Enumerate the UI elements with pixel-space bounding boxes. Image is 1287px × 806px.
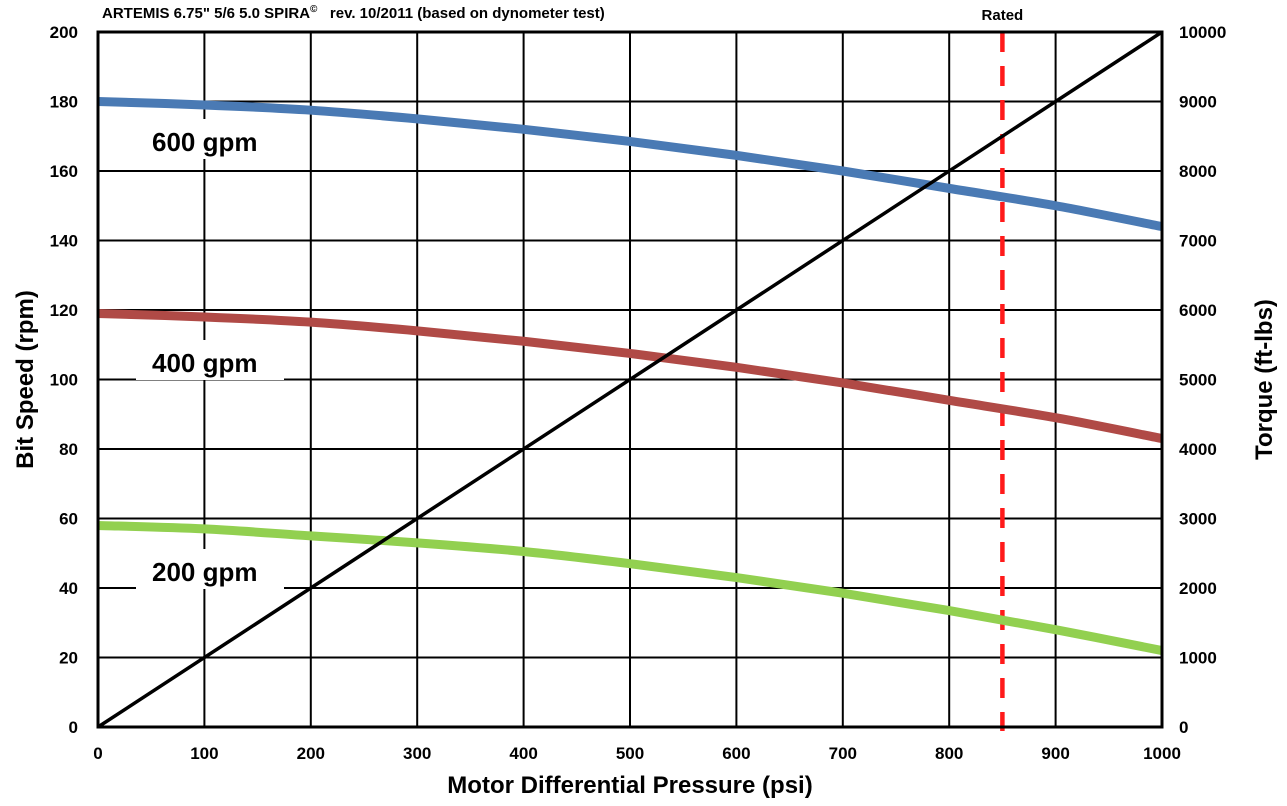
series-layer: 600 gpm 400 gpm 200 gpm (97, 30, 1163, 729)
y-tick-label: 20 (59, 649, 78, 668)
series-line-400-gpm (97, 308, 1163, 443)
x-tick-label: 600 (722, 744, 750, 763)
rated-label: Rated (982, 7, 1024, 24)
y-tick-label: 140 (50, 232, 78, 251)
series-line-torque (97, 30, 1163, 729)
y2-tick-label: 4000 (1179, 440, 1217, 459)
copyright-symbol: © (310, 4, 318, 15)
chart-title-rest: rev. 10/2011 (based on dynometer test) (329, 5, 605, 22)
x-tick-label: 700 (829, 744, 857, 763)
y2-tick-label: 3000 (1179, 510, 1217, 529)
y-tick-label: 0 (69, 718, 78, 737)
y2-tick-label: 5000 (1179, 371, 1217, 390)
y2-tick-label: 0 (1179, 718, 1188, 737)
axis-labels: Motor Differential Pressure (psi) Bit Spe… (12, 290, 1278, 799)
series-line-600-gpm (97, 97, 1163, 232)
tick-labels: 0 100 200 300 400 500 600 700 800 900 100002040608… (50, 23, 1227, 763)
y-tick-label: 180 (50, 93, 78, 112)
y2-tick-label: 10000 (1179, 23, 1226, 42)
y-tick-label: 40 (59, 579, 78, 598)
x-tick-label: 100 (190, 744, 218, 763)
plot-frame (96, 30, 1164, 729)
series-label-200-gpm: 200 gpm (152, 557, 258, 587)
y2-axis-label: Torque (ft-lbs) (1251, 299, 1278, 460)
y2-tick-label: 2000 (1179, 579, 1217, 598)
y-axis-label: Bit Speed (rpm) (12, 290, 39, 469)
series-label-400-gpm: 400 gpm (152, 348, 258, 378)
x-tick-label: 500 (616, 744, 644, 763)
x-tick-label: 800 (935, 744, 963, 763)
chart-title: ARTEMIS 6.75" 5/6 5.0 SPIRA© rev. 10/201… (102, 4, 605, 22)
y-tick-label: 100 (50, 371, 78, 390)
y-tick-label: 160 (50, 162, 78, 181)
series-label-bg (136, 119, 284, 159)
x-tick-label: 200 (297, 744, 325, 763)
y2-tick-label: 1000 (1179, 649, 1217, 668)
x-tick-label: 0 (93, 744, 102, 763)
x-tick-label: 900 (1041, 744, 1069, 763)
y2-tick-label: 6000 (1179, 301, 1217, 320)
y2-tick-label: 8000 (1179, 162, 1217, 181)
x-axis-label: Motor Differential Pressure (psi) (447, 772, 812, 799)
chart-title-main: ARTEMIS 6.75" 5/6 5.0 SPIRA (102, 5, 311, 22)
y-tick-label: 200 (50, 23, 78, 42)
series-label-bg (136, 549, 284, 589)
series-line-200-gpm (97, 520, 1163, 655)
y2-tick-label: 7000 (1179, 232, 1217, 251)
y-tick-label: 80 (59, 440, 78, 459)
y2-tick-label: 9000 (1179, 93, 1217, 112)
x-tick-label: 300 (403, 744, 431, 763)
x-tick-label: 400 (509, 744, 537, 763)
series-label-bg (136, 340, 284, 380)
series-label-600-gpm: 600 gpm (152, 127, 258, 157)
y-tick-label: 120 (50, 301, 78, 320)
x-tick-label: 1000 (1143, 744, 1181, 763)
rated-layer: Rated (982, 7, 1024, 731)
y-tick-label: 60 (59, 510, 78, 529)
